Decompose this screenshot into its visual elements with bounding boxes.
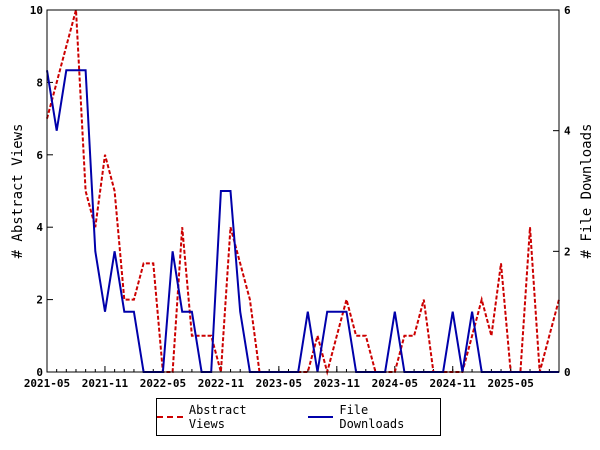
y2-tick-label: 2: [564, 245, 571, 258]
series-line-file-downloads: [46, 69, 559, 373]
legend: Abstract Views File Downloads: [156, 398, 441, 436]
x-tick-label: 2021-05: [24, 377, 70, 390]
right-axis-tick-labels: 0 2 4 6: [564, 4, 571, 379]
y2-tick-label: 6: [564, 4, 571, 17]
x-tick-label: 2024-05: [372, 377, 418, 390]
y-tick-label: 8: [36, 76, 43, 89]
series-line-abstract-views: [46, 9, 560, 376]
y-tick-label: 10: [30, 4, 43, 17]
legend-item-file-downloads: File Downloads: [307, 403, 441, 431]
tick-marks: [46, 9, 560, 373]
x-tick-label: 2025-05: [488, 377, 534, 390]
legend-swatch-dashed: [157, 416, 183, 418]
y-tick-label: 4: [36, 221, 43, 234]
y2-tick-label: 0: [564, 366, 571, 379]
plot-frame: [46, 9, 560, 373]
y-tick-label: 0: [36, 366, 43, 379]
y2-tick-label: 4: [564, 125, 571, 138]
x-tick-label: 2022-11: [198, 377, 245, 390]
left-axis-tick-labels: 0 2 4 6 8 10: [30, 4, 44, 379]
x-tick-label: 2023-05: [256, 377, 302, 390]
series-lines: [46, 9, 560, 376]
y-tick-label: 2: [36, 294, 43, 307]
y2-axis-title: # File Downloads: [579, 124, 595, 259]
legend-item-abstract-views: Abstract Views: [157, 403, 290, 431]
legend-label-file-downloads: File Downloads: [339, 403, 405, 431]
x-tick-label: 2024-11: [430, 377, 477, 390]
x-tick-label: 2023-11: [314, 377, 361, 390]
x-tick-label: 2022-05: [140, 377, 186, 390]
y-tick-label: 6: [36, 149, 43, 162]
x-axis-tick-labels: 2021-05 2021-11 2022-05 2022-11 2023-05 2023-…: [24, 377, 534, 390]
x-tick-label: 2021-11: [82, 377, 129, 390]
y-axis-title: # Abstract Views: [10, 124, 26, 259]
legend-label-abstract-views: Abstract Views: [188, 403, 247, 431]
legend-swatch-solid: [307, 416, 334, 418]
